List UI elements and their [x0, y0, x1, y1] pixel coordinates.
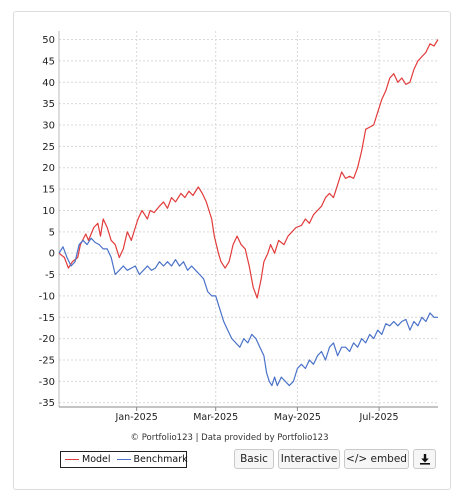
x-tick-label: May-2025: [274, 412, 321, 423]
y-tick-label: 40: [42, 78, 55, 89]
y-tick-label: 25: [42, 142, 55, 153]
y-tick-label: 15: [42, 185, 55, 196]
y-tick-label: -5: [45, 270, 55, 281]
x-tick-label: Jul-2025: [359, 412, 399, 423]
y-tick-label: 45: [42, 56, 55, 67]
interactive-button[interactable]: Interactive: [278, 449, 340, 469]
series-line-model: [58, 39, 439, 299]
x-tick-label: Jan-2025: [115, 412, 158, 423]
y-tick-label: 30: [42, 121, 55, 132]
y-tick-label: 20: [42, 163, 55, 174]
y-tick-label: -10: [39, 291, 55, 302]
y-tick-label: 10: [42, 206, 55, 217]
legend-swatch-model: [65, 459, 79, 460]
embed-button[interactable]: </> embed: [344, 449, 409, 469]
y-tick-label: -30: [39, 377, 55, 388]
y-tick-label: 0: [49, 249, 55, 260]
chart-grid: [59, 31, 438, 407]
legend-item-benchmark[interactable]: Benchmark: [116, 454, 188, 465]
basic-button[interactable]: Basic: [234, 449, 274, 469]
legend-label-model: Model: [82, 454, 111, 465]
y-tick-label: 5: [49, 227, 55, 238]
chart-series: [58, 39, 439, 387]
y-tick-label: -25: [39, 356, 55, 367]
chart-legend: Model Benchmark: [60, 451, 188, 468]
x-tick-label: Mar-2025: [193, 412, 238, 423]
y-tick-label: -20: [39, 334, 55, 345]
legend-item-model[interactable]: Model: [65, 454, 111, 465]
y-tick-label: 50: [42, 35, 55, 46]
download-icon: [419, 454, 430, 465]
y-tick-label: -35: [39, 398, 55, 409]
legend-swatch-benchmark: [116, 459, 131, 460]
series-line-benchmark: [58, 237, 438, 387]
y-tick-label: -15: [39, 313, 55, 324]
download-button[interactable]: [413, 449, 436, 469]
y-tick-label: 35: [42, 99, 55, 110]
legend-label-benchmark: Benchmark: [133, 454, 188, 465]
chart-credit: © Portfolio123 | Data provided by Portfo…: [130, 433, 329, 443]
chart-axes: 50454035302520151050-5-10-15-20-25-30-35…: [39, 31, 438, 423]
